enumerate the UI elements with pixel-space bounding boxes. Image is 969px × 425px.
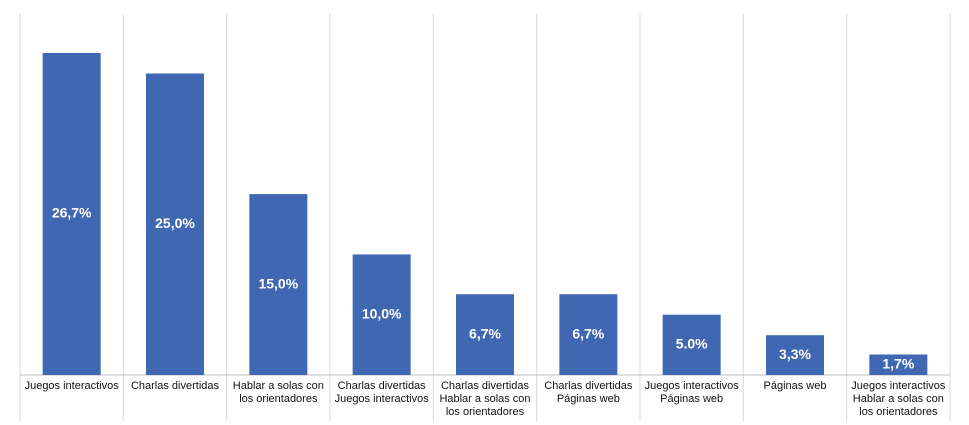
bar — [249, 194, 308, 375]
x-tick-label: Páginas web — [557, 393, 620, 405]
x-tick-label: Hablar a solas con — [853, 393, 944, 405]
bar — [352, 254, 411, 375]
bar — [662, 314, 721, 375]
x-tick-label: Charlas divertidas — [338, 380, 427, 392]
value-label: 10,0% — [362, 305, 402, 321]
x-tick-label: los orientadores — [446, 406, 525, 418]
value-label: 15,0% — [258, 275, 298, 291]
value-label: 26,7% — [52, 205, 92, 221]
x-tick-label: Páginas web — [764, 380, 827, 392]
bar — [42, 53, 101, 375]
x-tick-label: Juegos interactivos — [645, 380, 740, 392]
x-tick-label: Hablar a solas con — [233, 380, 324, 392]
bar — [766, 335, 824, 375]
value-label: 25,0% — [155, 215, 195, 231]
value-label: 1,7% — [882, 355, 914, 371]
x-tick-label: Páginas web — [660, 393, 723, 405]
x-tick-label: Charlas divertidas — [131, 380, 220, 392]
value-label: 5.0% — [676, 336, 708, 352]
x-tick-label: los orientadores — [859, 406, 938, 418]
x-tick-label: Hablar a solas con — [439, 393, 530, 405]
bar — [146, 73, 204, 376]
x-tick-label: Juegos interactivos — [851, 380, 946, 392]
bar — [456, 294, 514, 375]
value-label: 6,7% — [572, 325, 604, 341]
x-tick-label: Charlas divertidas — [441, 380, 530, 392]
value-label: 6,7% — [469, 325, 501, 341]
x-tick-label: Juegos interactivos — [25, 380, 120, 392]
x-tick-label: Juegos interactivos — [335, 393, 430, 405]
value-label: 3,3% — [779, 346, 811, 362]
bar — [559, 294, 618, 375]
x-tick-label: Charlas divertidas — [544, 380, 633, 392]
x-tick-label: los orientadores — [239, 393, 318, 405]
bar — [869, 354, 928, 375]
